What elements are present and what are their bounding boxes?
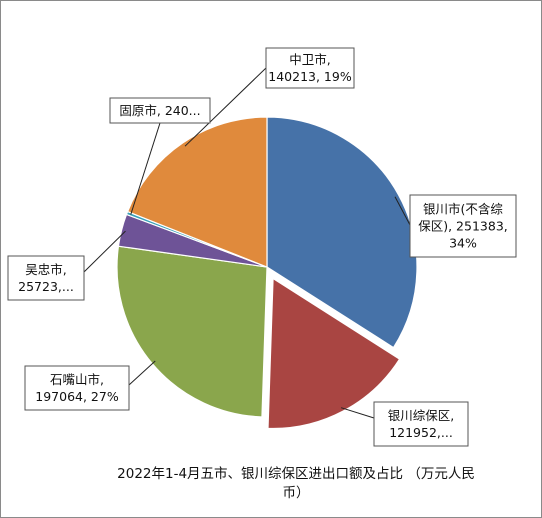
leader-line-石嘴山市 xyxy=(128,360,156,386)
data-label-box-石嘴山市 xyxy=(24,365,130,411)
pie-slice-银川综保区 xyxy=(267,277,401,430)
leader-line-固原市 xyxy=(130,122,161,215)
data-label-box-中卫市 xyxy=(265,47,355,89)
data-label-中卫市: 中卫市, 140213, 19% xyxy=(268,52,352,84)
leader-line-银川市-不含综保区 xyxy=(394,196,411,226)
chart-title: 2022年1-4月五市、银川综保区进出口额及占比 （万元人民币） xyxy=(117,465,475,501)
data-label-石嘴山市: 石嘴山市, 197064, 27% xyxy=(35,372,119,404)
data-label-银川市-不含综保区: 银川市(不含综保区), 251383, 34% xyxy=(418,202,508,251)
data-label-固原市: 固原市, 240... xyxy=(119,103,200,118)
data-label-box-银川市-不含综保区 xyxy=(409,194,517,258)
data-label-吴忠市: 吴忠市, 25723,... xyxy=(18,262,74,294)
data-label-box-吴忠市 xyxy=(7,255,85,301)
leader-line-吴忠市 xyxy=(83,230,126,273)
data-label-box-固原市 xyxy=(109,97,211,124)
leader-line-银川综保区 xyxy=(340,407,375,419)
data-label-box-银川综保区 xyxy=(373,401,469,447)
data-label-银川综保区: 银川综保区, 121952,... xyxy=(388,408,454,440)
pie-slice-石嘴山市 xyxy=(116,245,268,418)
pie-slice-银川市-不含综保区 xyxy=(266,116,418,349)
pie-slice-中卫市 xyxy=(126,116,268,268)
leader-line-中卫市 xyxy=(184,67,267,147)
